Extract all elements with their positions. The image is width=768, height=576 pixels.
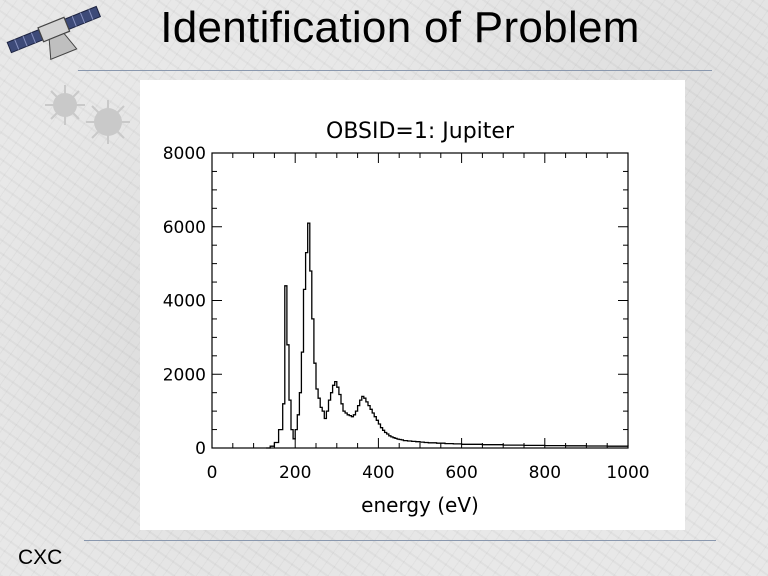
chart-title: OBSID=1: Jupiter: [326, 119, 515, 144]
series-line-jupiter: [266, 222, 629, 449]
footer-label: CXC: [18, 546, 63, 569]
x-tick-label: 600: [445, 463, 477, 483]
x-tick-label: 1000: [606, 463, 649, 483]
x-axis-label: energy (eV): [361, 493, 479, 517]
x-tick-label: 400: [362, 463, 394, 483]
y-tick-label: 2000: [163, 365, 206, 385]
x-tick-label: 800: [529, 463, 561, 483]
footer-divider: [84, 540, 716, 541]
y-tick-label: 6000: [163, 218, 206, 238]
decorative-starbursts: [45, 85, 130, 144]
x-tick-label: 200: [279, 463, 311, 483]
chart-panel: OBSID=1: Jupiter energy (eV) 0 200 400 600 8…: [140, 80, 685, 530]
title-divider: [78, 70, 712, 71]
x-tick-label: 0: [207, 463, 218, 483]
satellite-icon: [6, 5, 102, 60]
y-tick-label: 0: [195, 439, 206, 459]
plot-frame: [211, 152, 629, 449]
y-tick-label: 4000: [163, 292, 206, 312]
axis-tick-labels: 0 200 400 600 800 1000 0 2000 4000 6000 8000: [163, 144, 650, 483]
y-tick-label: 8000: [163, 144, 206, 164]
slide-title: Identification of Problem: [160, 3, 640, 52]
axis-ticks: [211, 152, 629, 449]
spectrum-chart: OBSID=1: Jupiter energy (eV) 0 200 400 600 8…: [163, 119, 650, 517]
